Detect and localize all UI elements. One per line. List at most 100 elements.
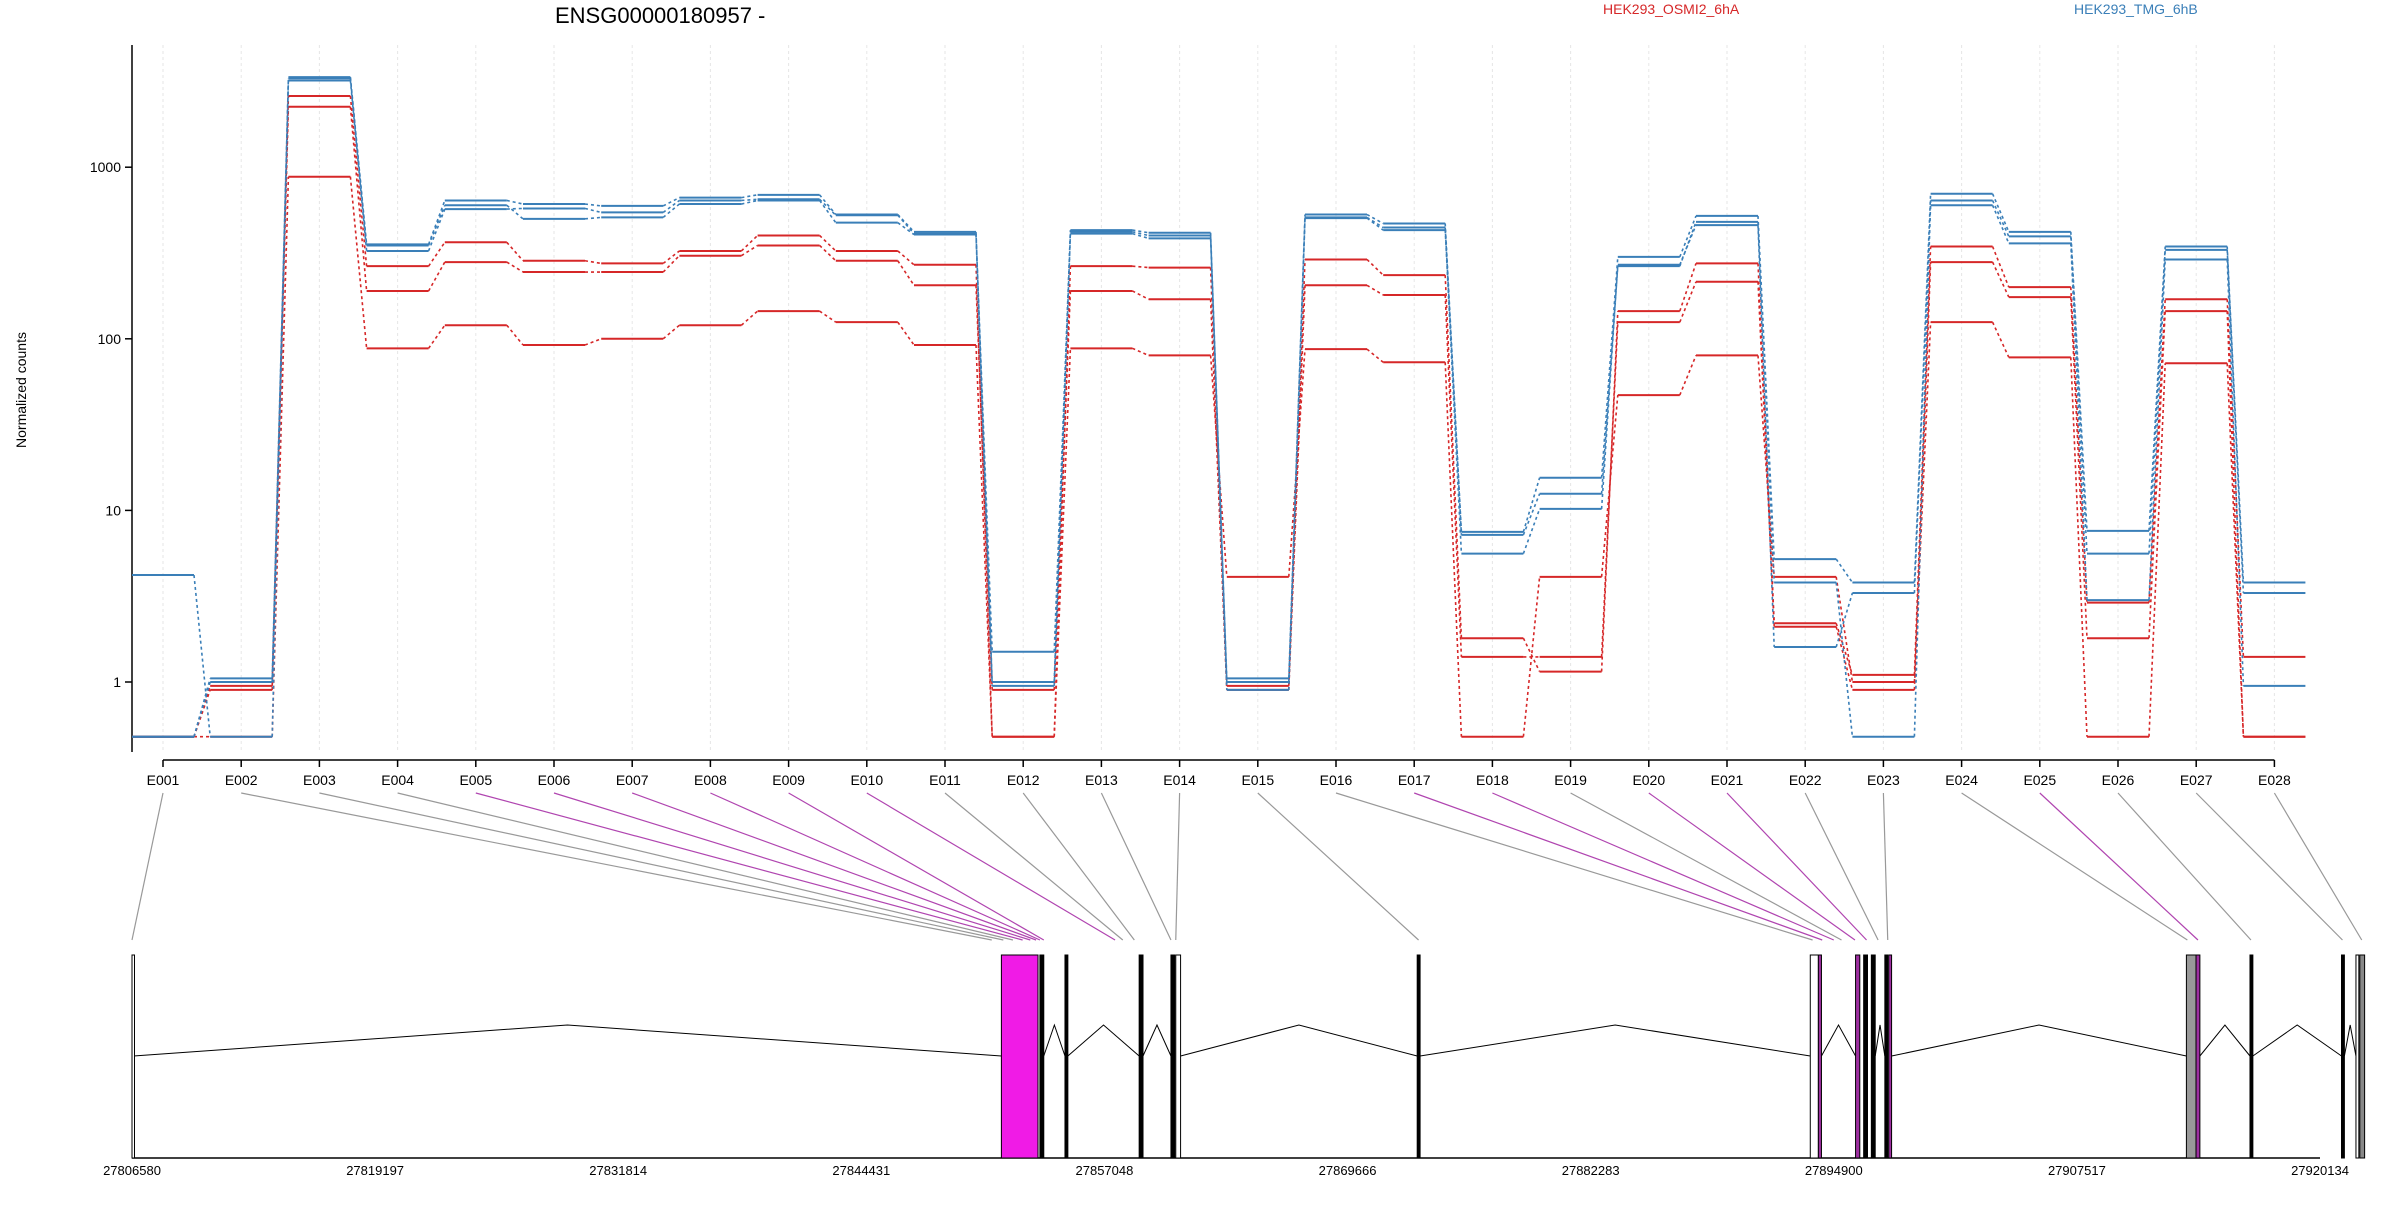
x-tick-label: E011 xyxy=(929,772,961,788)
exon-connector xyxy=(1882,792,1889,941)
series-connector xyxy=(1835,582,1854,737)
exon-connector xyxy=(1648,792,1856,941)
series-connector xyxy=(1679,263,1697,312)
series-connector xyxy=(349,77,368,246)
series-connector xyxy=(506,261,524,273)
series-connector xyxy=(1679,221,1697,267)
exon-connector xyxy=(241,792,992,941)
series-connector xyxy=(1366,216,1384,229)
series-connector xyxy=(1132,231,1149,237)
series-connector xyxy=(506,207,524,210)
exon-box xyxy=(2355,954,2360,1159)
x-tick-label: E023 xyxy=(1867,772,1900,788)
y-tick-label: 1000 xyxy=(90,159,121,175)
series-connector xyxy=(897,321,915,346)
exon-box xyxy=(1039,954,1045,1159)
series-connector xyxy=(1209,355,1228,577)
series-connector xyxy=(2148,259,2166,601)
series-connector xyxy=(1991,321,2010,358)
gene-coord-label: 27894900 xyxy=(1805,1163,1863,1178)
series-connector xyxy=(1600,394,1619,577)
x-tick-label: E026 xyxy=(2102,772,2135,788)
x-tick-label: E006 xyxy=(538,772,571,788)
chart-title: ENSG00000180957 - xyxy=(555,3,765,28)
exon-box xyxy=(1855,954,1861,1159)
intron-line xyxy=(1821,1023,1856,1057)
intron-line xyxy=(1142,1023,1172,1057)
series-connector xyxy=(1132,229,1149,234)
exon-connector xyxy=(397,792,1014,941)
exon-box xyxy=(131,954,135,1159)
series-connector xyxy=(1679,281,1697,323)
series-connector xyxy=(1288,349,1306,577)
series-connector xyxy=(349,106,368,292)
exon-box xyxy=(1000,954,1039,1159)
series-connector xyxy=(584,259,602,265)
exon-box xyxy=(2249,954,2254,1159)
series-connector xyxy=(271,77,290,737)
series-connector xyxy=(1679,215,1697,258)
gene-coord-label: 27907517 xyxy=(2048,1163,2106,1178)
gene-coord-label: 27806580 xyxy=(103,1163,161,1178)
x-tick-label: E021 xyxy=(1711,772,1744,788)
series-connector xyxy=(1366,284,1384,296)
series-connector xyxy=(1913,205,1932,594)
series-connector xyxy=(1600,256,1619,478)
exon-box xyxy=(2359,954,2366,1159)
series-connector xyxy=(506,204,524,220)
series-connector xyxy=(1757,355,1775,577)
exon-box xyxy=(2185,954,2197,1159)
series-connector xyxy=(1991,246,2010,288)
series-connector xyxy=(818,199,837,224)
series-connector xyxy=(349,176,368,349)
series-connector xyxy=(1757,225,1775,648)
exon-connector xyxy=(131,792,164,941)
y-tick-label: 10 xyxy=(105,502,121,518)
series-connector xyxy=(2148,363,2166,737)
exon-connector xyxy=(1335,792,1813,941)
series-connector xyxy=(584,203,602,207)
series-connector xyxy=(2226,363,2245,737)
series-connector xyxy=(2148,311,2166,639)
series-connector xyxy=(1600,264,1619,509)
series-layer xyxy=(132,76,2306,738)
x-tick-label: E009 xyxy=(772,772,805,788)
x-tick-label: E005 xyxy=(459,772,492,788)
exon-box xyxy=(1170,954,1176,1159)
series-connector xyxy=(897,250,915,266)
series-connector xyxy=(1444,275,1463,639)
series-connector xyxy=(427,324,446,349)
exon-connector xyxy=(1100,792,1172,941)
y-tick-label: 1 xyxy=(113,674,121,690)
exon-box xyxy=(1870,954,1876,1159)
x-tick-label: E013 xyxy=(1085,772,1118,788)
series-connector xyxy=(741,194,758,199)
intron-line xyxy=(1180,1024,1418,1057)
axis-layer: 1 10 100 1000 E001 E002 E003 E004 E005 E006 E007 E0… xyxy=(90,45,2291,788)
gene-coord-label: 27857048 xyxy=(1076,1163,1134,1178)
series-connector xyxy=(1366,348,1384,363)
series-connector xyxy=(349,95,368,267)
x-tick-label: E028 xyxy=(2258,772,2291,788)
series-connector xyxy=(662,255,680,273)
grid-layer xyxy=(162,45,2275,752)
y-axis-label: Normalized counts xyxy=(13,332,29,448)
x-tick-label: E002 xyxy=(225,772,258,788)
series-connector xyxy=(427,261,446,292)
series-2 xyxy=(132,94,2306,738)
exon-connector xyxy=(1961,792,2188,941)
x-tick-label: E016 xyxy=(1320,772,1353,788)
exon-connector xyxy=(553,792,1031,941)
exon-connector xyxy=(1022,792,1135,941)
series-connector xyxy=(1600,322,1619,657)
series-connector xyxy=(1991,200,2010,237)
series-connector xyxy=(193,681,211,737)
exon-box xyxy=(1809,954,1819,1159)
exon-connector xyxy=(2195,792,2343,941)
exon-connector xyxy=(866,792,1116,941)
x-tick-label: E003 xyxy=(303,772,336,788)
exon-connector xyxy=(1570,792,1842,941)
intron-line xyxy=(1420,1024,1811,1057)
exon-connector xyxy=(710,792,1041,941)
